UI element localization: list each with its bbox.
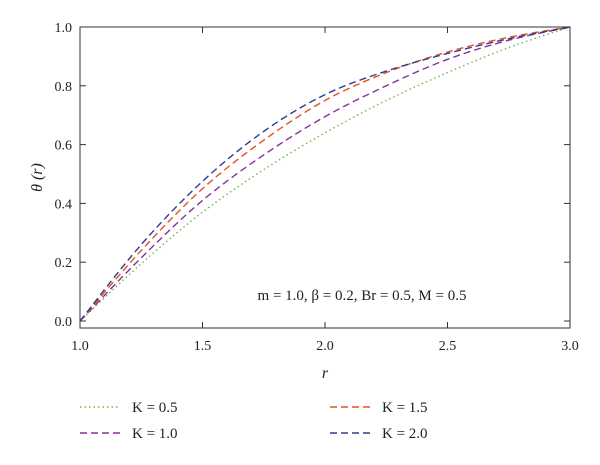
x-tick-label: 1.0 [71, 339, 89, 354]
axis-ticks: 1.0 1.5 2.0 2.5 3.0 0.0 0.2 0.4 0.6 0.8 1.0 [55, 21, 579, 354]
parameter-annotation: m = 1.0, β = 0.2, Br = 0.5, M = 0.5 [258, 288, 467, 304]
y-tick-label: 1.0 [55, 21, 73, 36]
series-line-k4 [79, 26, 571, 322]
legend-label-k3: K = 1.5 [382, 400, 428, 416]
x-tick-label: 2.0 [316, 339, 334, 354]
y-tick-label: 0.6 [55, 139, 73, 154]
x-tick-label: 3.0 [561, 339, 579, 354]
plot-frame [79, 26, 571, 329]
y-tick-label: 0.4 [55, 197, 73, 212]
x-axis-label: r [322, 365, 329, 382]
series-line-k1 [79, 26, 571, 322]
y-tick-label: 0.8 [55, 80, 73, 95]
legend-label-k1: K = 0.5 [132, 400, 178, 416]
series-line-k3 [79, 26, 571, 322]
legend-label-k4: K = 2.0 [382, 426, 428, 442]
legend: K = 0.5 K = 1.0 K = 1.5 K = 2.0 [80, 400, 428, 442]
y-tick-label: 0.2 [55, 256, 73, 271]
legend-label-k2: K = 1.0 [132, 426, 178, 442]
x-tick-label: 2.5 [439, 339, 457, 354]
series-line-k2 [79, 26, 571, 322]
y-tick-label: 0.0 [55, 315, 73, 330]
plot-area [79, 26, 571, 329]
y-axis-label: θ (r) [29, 163, 46, 192]
x-tick-label: 1.5 [194, 339, 212, 354]
